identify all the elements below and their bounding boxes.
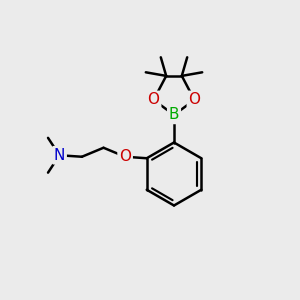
Text: O: O xyxy=(188,92,200,107)
Text: O: O xyxy=(119,149,131,164)
Text: B: B xyxy=(169,107,179,122)
Text: N: N xyxy=(54,148,65,163)
Text: O: O xyxy=(148,92,160,107)
